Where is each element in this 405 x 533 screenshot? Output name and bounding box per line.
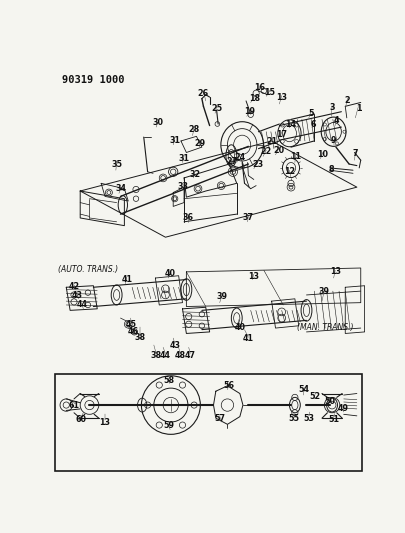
Text: 4: 4 [333, 116, 338, 125]
Bar [55, 374, 360, 471]
Text: 39: 39 [216, 292, 227, 301]
Text: 8: 8 [328, 165, 333, 174]
Text: 1: 1 [355, 104, 360, 113]
Text: 33: 33 [177, 182, 188, 191]
Text: 5: 5 [308, 109, 313, 118]
Text: 3: 3 [328, 103, 334, 112]
Text: 32: 32 [189, 169, 200, 179]
Text: 40: 40 [234, 323, 245, 332]
Text: 44: 44 [76, 301, 87, 310]
Text: 35: 35 [111, 159, 122, 168]
Text: 60: 60 [75, 415, 86, 424]
Text: 54: 54 [298, 385, 309, 394]
Text: 58: 58 [162, 376, 174, 385]
Text: 25: 25 [211, 104, 222, 113]
Text: 61: 61 [68, 401, 79, 410]
Text: 53: 53 [303, 414, 313, 423]
Text: 23: 23 [252, 159, 262, 168]
Text: 7: 7 [352, 149, 357, 158]
Text: 31: 31 [178, 154, 189, 163]
Text: 22: 22 [260, 147, 271, 156]
Text: 48: 48 [174, 351, 185, 360]
Text: 9: 9 [330, 136, 336, 146]
Text: 40: 40 [164, 269, 175, 278]
Text: 20: 20 [273, 147, 283, 156]
Text: 37: 37 [242, 213, 253, 222]
Text: 38: 38 [150, 351, 161, 360]
Text: 15: 15 [264, 88, 275, 97]
Text: 2: 2 [344, 95, 350, 104]
Text: (MAN. TRANS.): (MAN. TRANS.) [296, 322, 353, 332]
Text: 44: 44 [160, 351, 171, 360]
Text: 13: 13 [329, 268, 340, 276]
Text: 52: 52 [309, 392, 320, 401]
Text: 14: 14 [284, 120, 295, 130]
Text: 50: 50 [324, 398, 335, 407]
Text: 41: 41 [242, 334, 253, 343]
Text: 55: 55 [288, 414, 299, 423]
Text: 6: 6 [310, 120, 315, 130]
Text: 27: 27 [226, 157, 237, 166]
Text: 39: 39 [318, 287, 329, 296]
Text: 11: 11 [290, 152, 301, 161]
Text: 29: 29 [194, 139, 205, 148]
Text: 59: 59 [163, 422, 174, 430]
Text: 10: 10 [316, 150, 328, 159]
Text: 57: 57 [214, 414, 225, 423]
Text: 21: 21 [265, 137, 277, 146]
Text: 38: 38 [134, 333, 145, 342]
Text: 41: 41 [121, 275, 132, 284]
Text: 24: 24 [234, 152, 245, 161]
Text: 47: 47 [184, 351, 195, 360]
Text: 13: 13 [248, 272, 259, 281]
Text: 43: 43 [169, 341, 180, 350]
Text: 13: 13 [99, 418, 110, 427]
Text: 30: 30 [153, 118, 164, 127]
Text: 16: 16 [254, 83, 265, 92]
Text: 49: 49 [337, 403, 347, 413]
Text: 18: 18 [248, 94, 260, 103]
Text: 26: 26 [197, 88, 209, 98]
Text: 45: 45 [126, 320, 136, 329]
Text: 12: 12 [283, 167, 294, 176]
Text: 90319 1000: 90319 1000 [62, 75, 124, 85]
Text: 17: 17 [275, 130, 286, 139]
Text: 43: 43 [71, 291, 82, 300]
Text: 36: 36 [182, 213, 193, 222]
Text: 19: 19 [244, 107, 255, 116]
Text: 51: 51 [327, 415, 338, 424]
Text: 31: 31 [169, 136, 180, 144]
Text: (AUTO. TRANS.): (AUTO. TRANS.) [58, 265, 118, 274]
Text: 42: 42 [68, 282, 79, 291]
Text: 56: 56 [223, 381, 234, 390]
Text: 28: 28 [188, 125, 199, 134]
Text: 34: 34 [115, 184, 126, 193]
Text: 13: 13 [275, 93, 286, 102]
Text: 46: 46 [128, 327, 139, 336]
